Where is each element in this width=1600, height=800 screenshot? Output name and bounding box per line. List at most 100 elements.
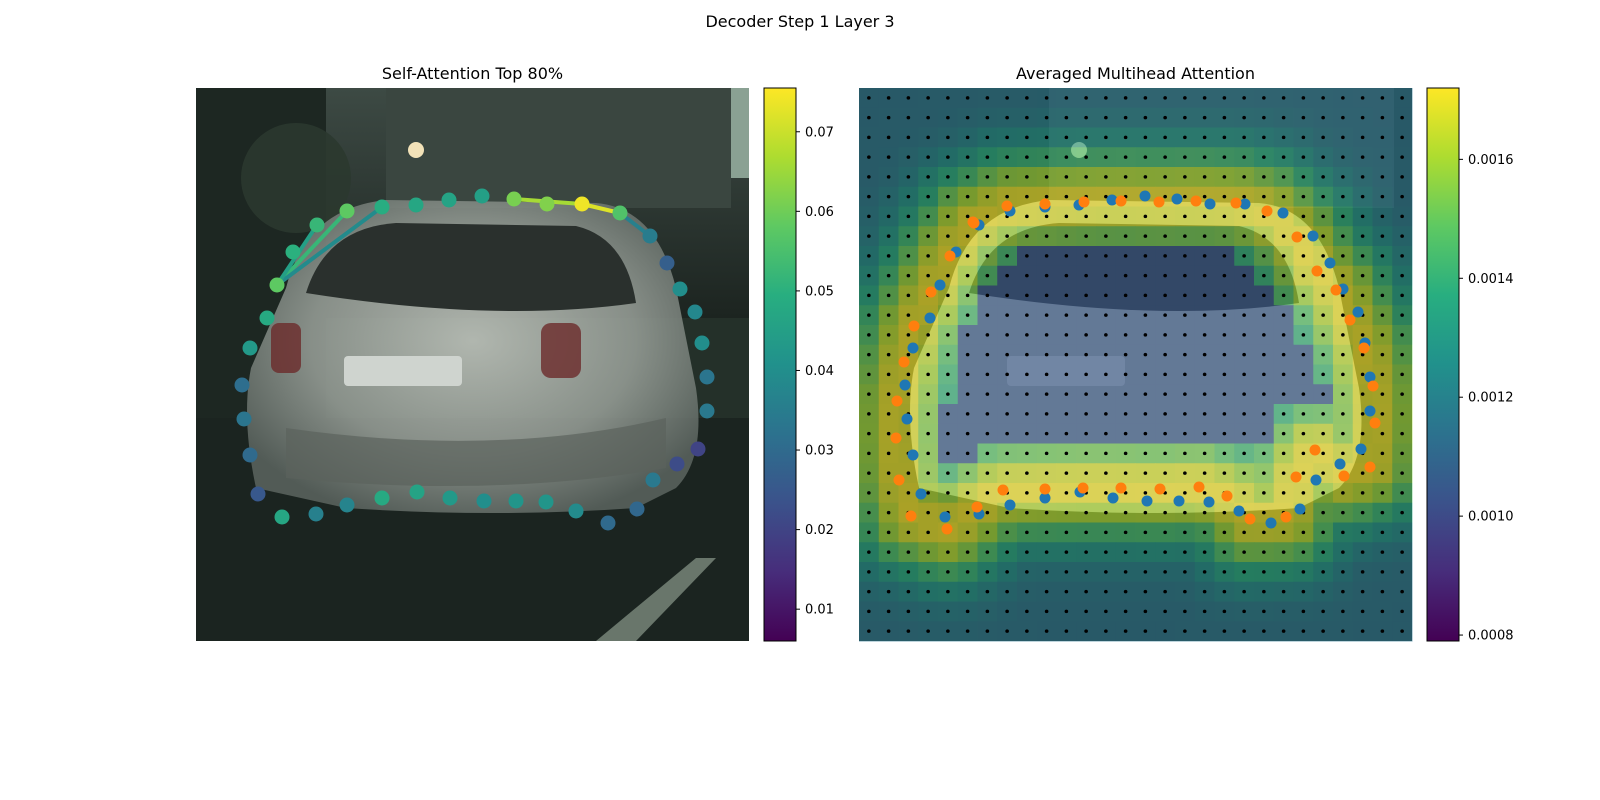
grid-point	[985, 451, 990, 456]
grid-point	[1104, 234, 1108, 238]
grid-point	[1044, 293, 1049, 298]
grid-point	[1183, 372, 1187, 377]
grid-point	[1163, 412, 1167, 416]
reference-point	[1141, 495, 1153, 507]
grid-point	[1123, 412, 1128, 416]
grid-point	[1321, 96, 1325, 100]
grid-point	[946, 570, 950, 574]
sampling-point	[941, 523, 953, 535]
grid-point	[926, 135, 930, 140]
reference-point	[1233, 505, 1245, 517]
grid-point	[1341, 234, 1345, 238]
grid-point	[1380, 510, 1385, 515]
grid-point	[1025, 313, 1029, 317]
grid-point	[1064, 589, 1069, 594]
grid-point	[1262, 273, 1266, 278]
reference-point	[901, 413, 913, 425]
grid-point	[1242, 352, 1246, 357]
reference-point	[1352, 306, 1364, 318]
grid-point	[1400, 175, 1404, 179]
grid-point	[1321, 471, 1325, 475]
grid-point	[1360, 155, 1365, 159]
multihead-attention-plot	[859, 88, 1413, 642]
grid-point	[1242, 372, 1246, 377]
grid-point	[1242, 491, 1246, 495]
grid-point	[1242, 570, 1246, 574]
grid-point	[1084, 570, 1088, 574]
sampling-point	[908, 320, 920, 332]
grid-point	[1400, 352, 1404, 357]
grid-point	[946, 273, 950, 278]
grid-point	[926, 510, 930, 515]
grid-point	[1064, 431, 1069, 436]
grid-point	[867, 313, 871, 317]
grid-point	[1064, 530, 1069, 535]
grid-point	[1104, 96, 1108, 100]
grid-point	[1025, 471, 1029, 475]
self-attention-colorbar: 0.01 0.02 0.03 0.04 0.05 0.06 0.07	[763, 87, 834, 642]
grid-point	[1044, 451, 1049, 456]
colorbar-tick: 0.06	[796, 205, 834, 220]
grid-point	[1044, 115, 1049, 120]
reference-point	[899, 379, 911, 391]
grid-point	[867, 214, 871, 219]
grid-point	[1202, 293, 1207, 298]
grid-point	[1341, 254, 1345, 258]
grid-point	[1163, 293, 1167, 298]
grid-point	[1202, 589, 1207, 594]
grid-point	[926, 550, 930, 554]
grid-point	[1025, 135, 1029, 140]
grid-point	[1360, 570, 1365, 574]
grid-point	[926, 234, 930, 238]
reference-point	[1334, 458, 1346, 470]
grid-point	[1084, 550, 1088, 554]
grid-point	[1281, 194, 1286, 199]
grid-point	[1222, 372, 1227, 377]
grid-point	[1044, 214, 1049, 219]
grid-point	[1044, 135, 1049, 140]
grid-point	[1044, 273, 1049, 278]
grid-point	[1380, 234, 1385, 238]
query-points	[890, 190, 1381, 535]
grid-point	[965, 629, 970, 633]
grid-point	[1380, 194, 1385, 199]
grid-point	[1281, 431, 1286, 436]
grid-point	[1380, 412, 1385, 416]
reference-point	[1355, 443, 1367, 455]
grid-point	[886, 293, 891, 298]
grid-point	[985, 471, 990, 475]
grid-point	[965, 372, 970, 377]
grid-point	[1222, 115, 1227, 120]
grid-point	[1044, 589, 1049, 594]
grid-point	[1222, 451, 1227, 456]
grid-point	[926, 352, 930, 357]
reference-point	[1106, 194, 1118, 206]
grid-point	[1143, 510, 1148, 515]
grid-point	[1123, 155, 1128, 159]
grid-point	[1123, 96, 1128, 100]
grid-point	[1202, 352, 1207, 357]
grid-point	[1262, 372, 1266, 377]
grid-point	[1380, 570, 1385, 574]
grid-point	[1143, 333, 1148, 337]
grid-point	[886, 589, 891, 594]
grid-point	[1222, 510, 1227, 515]
attention-point	[242, 340, 258, 356]
grid-point	[1301, 135, 1306, 140]
grid-point	[886, 175, 891, 179]
grid-point	[1163, 155, 1167, 159]
grid-point	[1005, 530, 1009, 535]
grid-point	[886, 431, 891, 436]
grid-point	[1005, 352, 1009, 357]
grid-point	[1104, 550, 1108, 554]
grid-point	[1301, 352, 1306, 357]
grid-point	[1123, 372, 1128, 377]
grid-point	[1005, 570, 1009, 574]
grid-point	[926, 175, 930, 179]
grid-point	[1025, 96, 1029, 100]
grid-point	[1084, 155, 1088, 159]
grid-point	[1242, 451, 1246, 456]
colorbar-tick: 0.0012	[1459, 391, 1514, 406]
reference-point	[924, 312, 936, 324]
grid-point	[1143, 155, 1148, 159]
